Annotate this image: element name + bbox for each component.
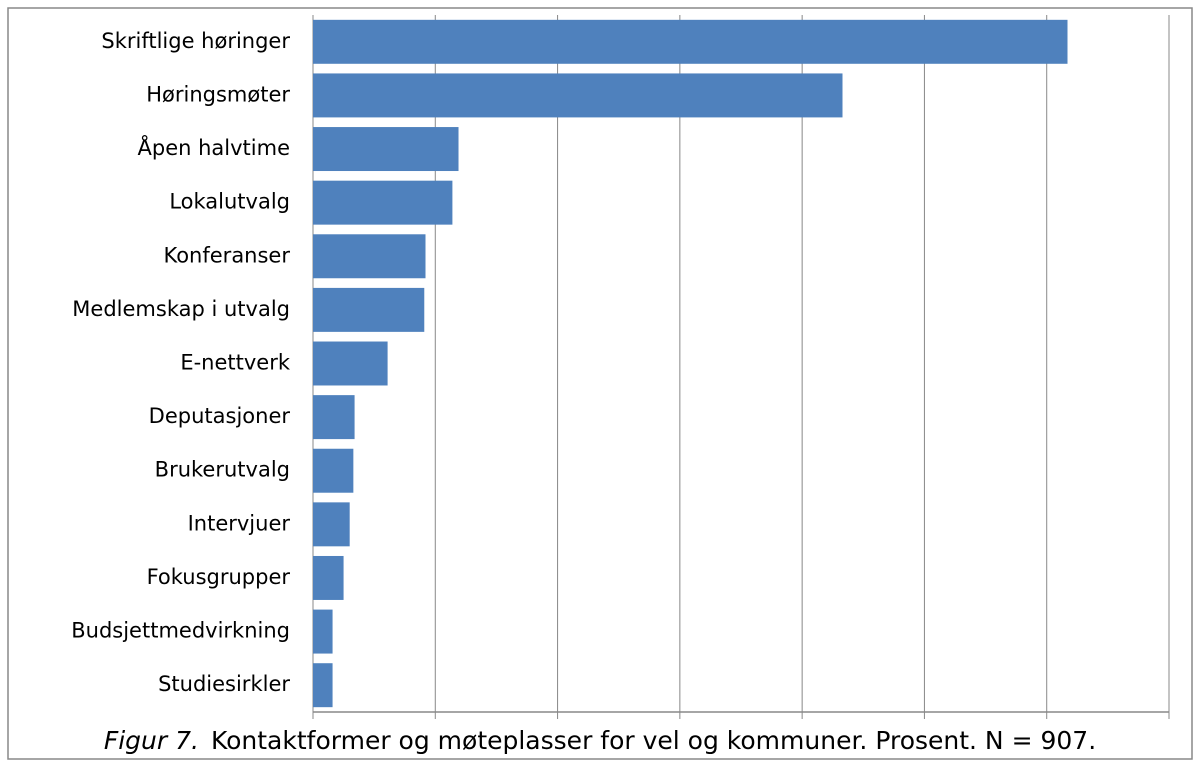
y-tick-label: Høringsmøter — [146, 82, 290, 106]
y-tick-label: Fokusgrupper — [147, 565, 291, 589]
y-tick-label: Deputasjoner — [149, 404, 291, 428]
bar — [313, 287, 425, 332]
y-tick-label: Studiesirkler — [158, 672, 290, 696]
y-tick-label: Skriftlige høringer — [101, 29, 290, 53]
caption-text: Kontaktformer og møteplasser for vel og … — [211, 726, 1096, 755]
chart-frame — [7, 7, 1193, 760]
y-tick-label: Budsjettmedvirkning — [71, 619, 290, 643]
bar — [313, 19, 1068, 64]
y-tick-label: Brukerutvalg — [155, 458, 290, 482]
bar — [313, 341, 388, 386]
y-tick-label: Lokalutvalg — [169, 190, 290, 214]
bar — [313, 555, 344, 600]
y-tick-label: E-nettverk — [180, 351, 291, 375]
caption-label: Figur 7. — [104, 726, 199, 755]
bar — [313, 127, 459, 172]
bar — [313, 663, 333, 708]
y-tick-label: Åpen halvtime — [138, 134, 291, 160]
caption: Figur 7. Kontaktformer og møteplasser for… — [104, 726, 1096, 755]
y-tick-label: Konferanser — [163, 243, 290, 267]
bar — [313, 502, 350, 547]
y-tick-label: Medlemskap i utvalg — [72, 297, 290, 321]
bar — [313, 234, 426, 279]
y-tick-label: Intervjuer — [188, 511, 291, 535]
bar — [313, 395, 355, 440]
bar — [313, 609, 333, 654]
bar — [313, 73, 843, 118]
bar — [313, 180, 453, 225]
bar — [313, 448, 354, 493]
